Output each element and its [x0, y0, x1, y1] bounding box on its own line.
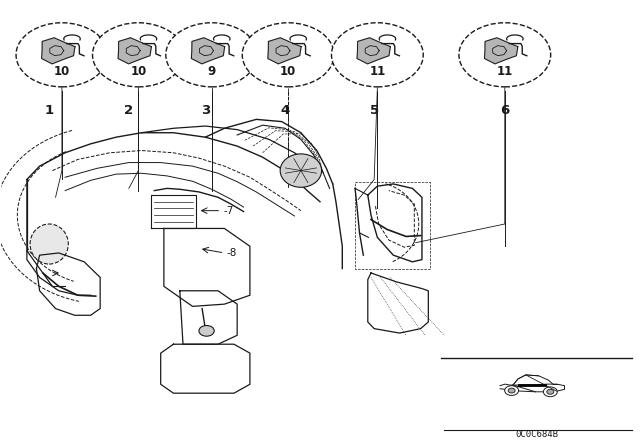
Polygon shape	[357, 38, 390, 64]
Circle shape	[459, 23, 550, 87]
Circle shape	[93, 23, 184, 87]
Polygon shape	[42, 38, 75, 64]
Circle shape	[199, 326, 214, 336]
Circle shape	[243, 23, 334, 87]
Text: 2: 2	[124, 104, 133, 117]
Circle shape	[547, 389, 554, 394]
Polygon shape	[118, 38, 152, 64]
Text: 4: 4	[280, 104, 289, 117]
Text: 10: 10	[280, 65, 296, 78]
Text: 10: 10	[54, 65, 70, 78]
Ellipse shape	[30, 224, 68, 264]
Text: 9: 9	[207, 65, 216, 78]
Text: 3: 3	[201, 104, 210, 117]
Circle shape	[16, 23, 108, 87]
Circle shape	[508, 388, 515, 393]
Polygon shape	[191, 38, 225, 64]
Text: -8: -8	[227, 248, 237, 258]
Circle shape	[543, 387, 557, 396]
Text: 5: 5	[370, 104, 379, 117]
Text: 11: 11	[497, 65, 513, 78]
Text: 6: 6	[500, 104, 509, 117]
Text: 10: 10	[131, 65, 147, 78]
Circle shape	[505, 386, 518, 396]
Text: -7: -7	[223, 206, 234, 215]
Text: 0C0C684B: 0C0C684B	[515, 430, 558, 439]
Polygon shape	[268, 38, 301, 64]
Text: 11: 11	[369, 65, 385, 78]
Circle shape	[332, 23, 423, 87]
Polygon shape	[484, 38, 518, 64]
Circle shape	[166, 23, 257, 87]
Text: 1: 1	[45, 104, 54, 117]
Ellipse shape	[280, 154, 321, 187]
Polygon shape	[500, 384, 564, 392]
